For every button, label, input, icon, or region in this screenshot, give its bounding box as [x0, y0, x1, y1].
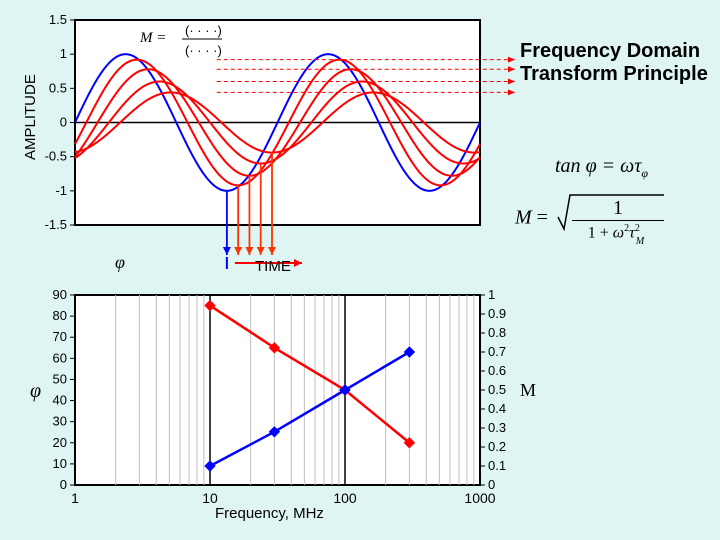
svg-text:0.3: 0.3: [488, 420, 506, 435]
svg-text:0: 0: [60, 477, 67, 492]
bottom-ylabel-left: φ: [30, 380, 41, 403]
top-chart: -1.5 -1 -0.5 0 0.5 1 1.5: [35, 10, 500, 295]
formula-tan: tan φ = ωτφ: [555, 155, 648, 181]
svg-text:80: 80: [53, 308, 67, 323]
title-line2: Transform Principle: [520, 63, 708, 85]
svg-text:1000: 1000: [464, 490, 495, 506]
bottom-chart: 1101001000010203040506070809000.10.20.30…: [30, 285, 525, 525]
svg-text:70: 70: [53, 329, 67, 344]
svg-text:0.4: 0.4: [488, 401, 506, 416]
svg-text:0: 0: [60, 115, 67, 130]
svg-text:0.6: 0.6: [488, 363, 506, 378]
svg-text:0.8: 0.8: [488, 325, 506, 340]
svg-text:0: 0: [488, 477, 495, 492]
svg-text:0.9: 0.9: [488, 306, 506, 321]
svg-text:30: 30: [53, 414, 67, 429]
svg-text:1: 1: [60, 46, 67, 61]
svg-text:50: 50: [53, 371, 67, 386]
svg-text:10: 10: [202, 490, 218, 506]
svg-text:-1.5: -1.5: [45, 217, 67, 232]
svg-text:90: 90: [53, 287, 67, 302]
svg-text:1: 1: [71, 490, 79, 506]
svg-text:1: 1: [488, 287, 495, 302]
page-title: Frequency Domain Transform Principle: [520, 40, 708, 86]
top-annot-dash2: (· · · ·): [185, 43, 222, 58]
svg-text:0.1: 0.1: [488, 458, 506, 473]
top-xlabel: TIME: [255, 258, 291, 275]
svg-text:0.7: 0.7: [488, 344, 506, 359]
svg-text:20: 20: [53, 435, 67, 450]
svg-text:10: 10: [53, 456, 67, 471]
top-annot-M: M =: [140, 30, 166, 47]
top-annot-dash1: (· · · ·): [185, 23, 222, 38]
svg-text:-0.5: -0.5: [45, 149, 67, 164]
bottom-ylabel-right: M: [520, 380, 536, 401]
title-line1: Frequency Domain: [520, 40, 700, 62]
top-ylabel: AMPLITUDE: [22, 74, 39, 160]
formula-M: M = 1 1 + ω2τ2M: [515, 195, 664, 243]
svg-text:0.2: 0.2: [488, 439, 506, 454]
bottom-xlabel: Frequency, MHz: [215, 505, 324, 522]
svg-text:0.5: 0.5: [49, 80, 67, 95]
top-annot-phi: φ: [115, 252, 125, 273]
svg-text:-1: -1: [55, 183, 67, 198]
svg-text:0.5: 0.5: [488, 382, 506, 397]
svg-text:40: 40: [53, 393, 67, 408]
svg-text:60: 60: [53, 350, 67, 365]
svg-text:100: 100: [333, 490, 357, 506]
svg-text:1.5: 1.5: [49, 12, 67, 27]
